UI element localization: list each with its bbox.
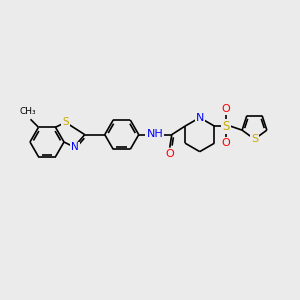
Text: O: O	[222, 138, 230, 148]
Text: N: N	[196, 112, 204, 123]
Text: S: S	[62, 117, 69, 127]
Text: S: S	[222, 120, 230, 133]
Text: O: O	[222, 104, 230, 114]
Text: S: S	[251, 134, 258, 144]
Text: N: N	[71, 142, 79, 152]
Text: CH₃: CH₃	[19, 107, 36, 116]
Text: NH: NH	[146, 129, 163, 139]
Text: O: O	[165, 148, 174, 159]
